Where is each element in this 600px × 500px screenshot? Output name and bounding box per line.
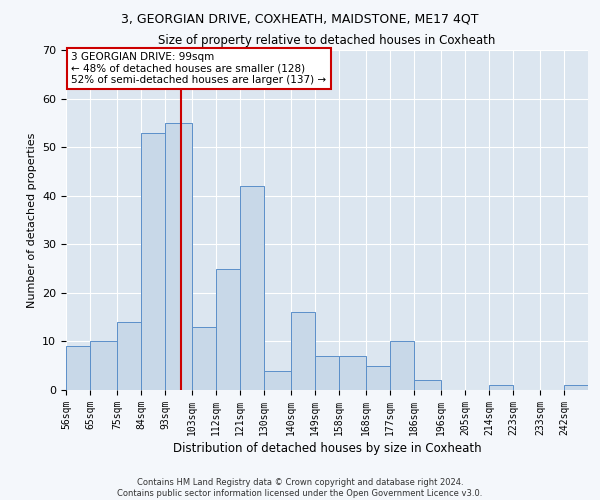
Bar xyxy=(414,380,441,390)
Text: 3 GEORGIAN DRIVE: 99sqm
← 48% of detached houses are smaller (128)
52% of semi-d: 3 GEORGIAN DRIVE: 99sqm ← 48% of detache… xyxy=(71,52,326,85)
Bar xyxy=(366,366,390,390)
Text: Contains HM Land Registry data © Crown copyright and database right 2024.
Contai: Contains HM Land Registry data © Crown c… xyxy=(118,478,482,498)
Bar xyxy=(66,346,90,390)
Bar xyxy=(264,370,291,390)
Bar xyxy=(192,327,216,390)
Bar xyxy=(165,123,192,390)
Bar xyxy=(339,356,366,390)
Bar xyxy=(564,385,588,390)
Bar xyxy=(141,132,165,390)
Bar xyxy=(315,356,339,390)
Bar xyxy=(117,322,141,390)
Bar xyxy=(90,342,117,390)
Bar xyxy=(216,268,240,390)
Bar xyxy=(291,312,315,390)
Bar xyxy=(240,186,264,390)
Title: Size of property relative to detached houses in Coxheath: Size of property relative to detached ho… xyxy=(158,34,496,48)
Bar xyxy=(489,385,513,390)
X-axis label: Distribution of detached houses by size in Coxheath: Distribution of detached houses by size … xyxy=(173,442,481,455)
Bar xyxy=(390,342,414,390)
Y-axis label: Number of detached properties: Number of detached properties xyxy=(26,132,37,308)
Text: 3, GEORGIAN DRIVE, COXHEATH, MAIDSTONE, ME17 4QT: 3, GEORGIAN DRIVE, COXHEATH, MAIDSTONE, … xyxy=(121,12,479,26)
